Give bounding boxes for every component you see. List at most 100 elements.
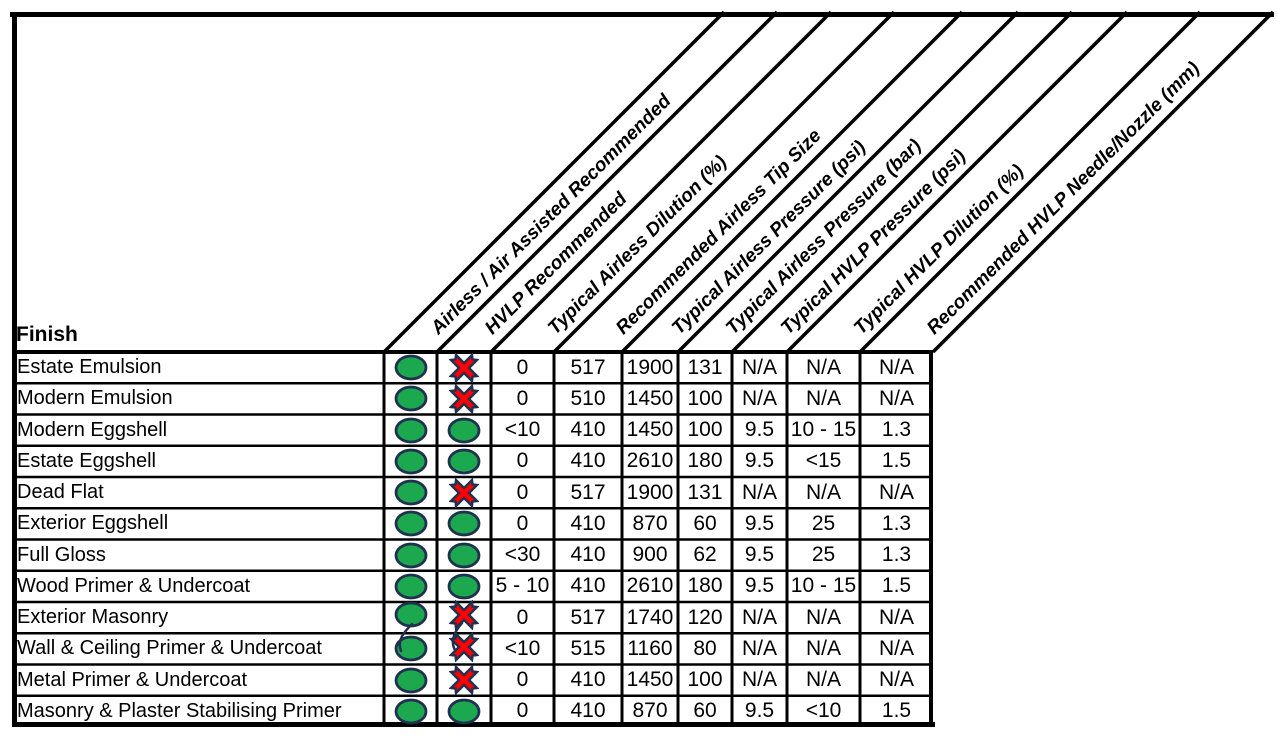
airless-pressure-bar-value: 100 xyxy=(687,668,723,692)
airless-pressure-psi-value: 1900 xyxy=(626,480,674,504)
airless-tip-size-value: 410 xyxy=(570,668,606,692)
hvlp-dilution-value: 10 - 15 xyxy=(790,418,857,442)
hvlp-needle-nozzle-value: N/A xyxy=(878,668,914,692)
table-row: Exterior Masonry 0 517 1740 120 N/A N/A … xyxy=(0,599,1277,633)
airless-dilution-value: 0 xyxy=(516,511,529,535)
airless-pressure-bar-value: 120 xyxy=(687,605,723,629)
hvlp-dilution-value: N/A xyxy=(805,605,841,629)
hvlp-status-icon xyxy=(437,540,491,571)
finish-column-header: Finish xyxy=(16,323,78,346)
table-row: Full Gloss <30 410 900 62 9.5 25 1.3 xyxy=(0,540,1277,571)
hvlp-pressure-psi-value: 9.5 xyxy=(744,699,775,723)
airless-status-icon xyxy=(384,665,437,696)
airless-dilution-value: 0 xyxy=(516,480,529,504)
hvlp-pressure-psi-value: 9.5 xyxy=(744,574,775,598)
table-row: Masonry & Plaster Stabilising Primer 0 4… xyxy=(0,696,1277,727)
column-header-hvlp-needle-nozzle: Recommended HVLP Needle/Nozzle (mm) xyxy=(923,57,1204,339)
airless-tip-size-value: 510 xyxy=(570,386,606,410)
hvlp-pressure-psi-value: 9.5 xyxy=(744,543,775,567)
airless-status-icon xyxy=(384,633,437,664)
hvlp-status-icon xyxy=(437,352,491,383)
hvlp-needle-nozzle-value: N/A xyxy=(878,636,914,660)
airless-pressure-bar-value: 100 xyxy=(687,386,723,410)
airless-dilution-value: 0 xyxy=(516,605,529,629)
airless-pressure-psi-value: 1450 xyxy=(626,668,674,692)
finish-name: Exterior Masonry xyxy=(17,606,169,629)
airless-dilution-value: 0 xyxy=(516,449,529,473)
finish-name: Exterior Eggshell xyxy=(17,512,169,535)
airless-tip-size-value: 517 xyxy=(570,480,606,504)
airless-status-icon xyxy=(384,352,437,383)
hvlp-dilution-value: 10 - 15 xyxy=(790,574,857,598)
airless-pressure-psi-value: 1450 xyxy=(626,418,674,442)
finish-name: Modern Emulsion xyxy=(17,387,173,410)
airless-dilution-value: 5 - 10 xyxy=(495,574,550,598)
airless-status-icon xyxy=(384,508,437,539)
airless-pressure-bar-value: 180 xyxy=(687,449,723,473)
hvlp-status-icon xyxy=(437,508,491,539)
hvlp-dilution-value: N/A xyxy=(805,386,841,410)
hvlp-pressure-psi-value: 9.5 xyxy=(744,449,775,473)
column-header-airless-pressure-bar: Typical Airless Pressure (bar) xyxy=(722,135,926,339)
airless-pressure-psi-value: 2610 xyxy=(626,574,674,598)
airless-tip-size-value: 517 xyxy=(570,355,606,379)
hvlp-dilution-value: N/A xyxy=(805,636,841,660)
finish-name: Metal Primer & Undercoat xyxy=(17,668,248,691)
hvlp-status-icon xyxy=(437,665,491,696)
airless-pressure-psi-value: 2610 xyxy=(626,449,674,473)
hvlp-pressure-psi-value: N/A xyxy=(741,636,777,660)
table-row: Dead Flat 0 517 1900 131 N/A N/A N/A xyxy=(0,477,1277,508)
airless-status-icon xyxy=(384,601,437,633)
hvlp-pressure-psi-value: N/A xyxy=(741,605,777,629)
airless-dilution-value: <10 xyxy=(504,418,541,442)
table-row: Metal Primer & Undercoat 0 410 1450 100 … xyxy=(0,665,1277,696)
airless-pressure-psi-value: 1160 xyxy=(627,636,673,660)
hvlp-needle-nozzle-value: N/A xyxy=(878,386,914,410)
hvlp-needle-nozzle-value: 1.5 xyxy=(881,449,912,473)
hvlp-pressure-psi-value: N/A xyxy=(741,355,777,379)
hvlp-needle-nozzle-value: N/A xyxy=(878,480,914,504)
airless-tip-size-value: 410 xyxy=(570,574,606,598)
airless-status-icon xyxy=(384,415,437,446)
airless-tip-size-value: 410 xyxy=(570,543,606,567)
hvlp-dilution-value: N/A xyxy=(805,480,841,504)
hvlp-dilution-value: N/A xyxy=(805,668,841,692)
airless-pressure-bar-value: 62 xyxy=(693,543,717,567)
airless-dilution-value: 0 xyxy=(516,699,529,723)
hvlp-needle-nozzle-value: 1.5 xyxy=(881,574,912,598)
table-row: Wood Primer & Undercoat 5 - 10 410 2610 … xyxy=(0,571,1277,602)
airless-status-icon xyxy=(384,383,437,414)
hvlp-status-icon xyxy=(437,415,491,446)
hvlp-status-icon xyxy=(437,477,491,508)
finish-name: Dead Flat xyxy=(17,481,104,504)
table-row: Modern Eggshell <10 410 1450 100 9.5 10 … xyxy=(0,415,1277,446)
hvlp-dilution-value: <10 xyxy=(805,699,842,723)
finish-name: Modern Eggshell xyxy=(17,418,168,441)
table-row: Estate Emulsion 0 517 1900 131 N/A N/A N… xyxy=(0,352,1277,383)
airless-pressure-bar-value: 60 xyxy=(693,699,717,723)
airless-tip-size-value: 410 xyxy=(570,511,606,535)
finish-name: Full Gloss xyxy=(17,543,106,566)
hvlp-pressure-psi-value: 9.5 xyxy=(744,511,775,535)
airless-pressure-bar-value: 131 xyxy=(687,480,723,504)
hvlp-needle-nozzle-value: 1.5 xyxy=(881,699,912,723)
airless-dilution-value: <10 xyxy=(504,636,541,660)
airless-pressure-bar-value: 80 xyxy=(693,636,717,660)
airless-pressure-bar-value: 100 xyxy=(687,418,723,442)
airless-status-icon xyxy=(384,696,437,727)
table-row: Exterior Eggshell 0 410 870 60 9.5 25 1.… xyxy=(0,508,1277,539)
hvlp-status-icon xyxy=(437,383,491,414)
airless-tip-size-value: 410 xyxy=(570,699,606,723)
airless-pressure-bar-value: 60 xyxy=(693,511,717,535)
airless-pressure-psi-value: 1450 xyxy=(626,386,674,410)
airless-pressure-psi-value: 1900 xyxy=(626,355,674,379)
hvlp-dilution-value: 25 xyxy=(811,543,836,567)
hvlp-needle-nozzle-value: 1.3 xyxy=(881,543,912,567)
finish-name: Estate Emulsion xyxy=(17,356,162,379)
airless-pressure-psi-value: 870 xyxy=(632,511,668,535)
hvlp-pressure-psi-value: 9.5 xyxy=(744,418,775,442)
airless-pressure-bar-value: 131 xyxy=(687,355,723,379)
airless-dilution-value: 0 xyxy=(516,386,529,410)
airless-dilution-value: 0 xyxy=(516,668,529,692)
